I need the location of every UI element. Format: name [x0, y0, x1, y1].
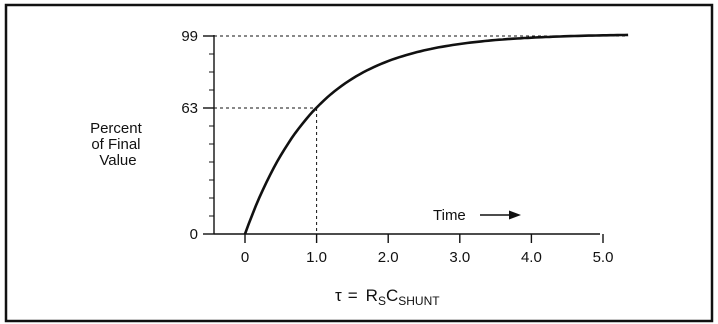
y-axis-label-line-3: Value — [99, 152, 136, 169]
x-tick-label: 5.0 — [593, 249, 614, 266]
x-axis-label-c: C — [386, 286, 398, 305]
chart-frame — [4, 3, 714, 323]
y-minor-ticks — [209, 53, 214, 217]
x-axis-label: τ = RSCSHUNT — [335, 286, 440, 308]
y-axis-label: Percent of Final Value — [90, 120, 146, 169]
x-axis-label-c-sub: SHUNT — [398, 294, 440, 308]
time-arrow-icon — [480, 210, 521, 220]
time-label: Time — [433, 207, 466, 224]
x-tick-label: 2.0 — [378, 249, 399, 266]
x-ticks: 0 1.0 2.0 3.0 4.0 5.0 — [241, 234, 614, 266]
y-ticks: 0 63 99 — [181, 28, 214, 243]
x-axis-label-r: R — [366, 286, 378, 305]
reference-lines — [214, 35, 629, 234]
x-axis-label-equals: = — [348, 286, 358, 305]
x-tick-label: 0 — [241, 249, 249, 266]
y-tick-label: 99 — [181, 28, 198, 45]
y-axis-label-line-1: Percent — [90, 120, 143, 137]
y-axis-label-line-2: of Final — [91, 136, 140, 153]
x-tick-label: 1.0 — [306, 249, 327, 266]
y-tick-label: 0 — [190, 226, 198, 243]
series-line-exponential-rise — [243, 33, 629, 235]
x-axis-label-tau: τ — [335, 286, 342, 305]
y-tick-label: 63 — [181, 100, 198, 117]
x-tick-label: 4.0 — [521, 249, 542, 266]
x-axis-label-r-sub: S — [378, 294, 386, 308]
x-tick-label: 3.0 — [449, 249, 470, 266]
